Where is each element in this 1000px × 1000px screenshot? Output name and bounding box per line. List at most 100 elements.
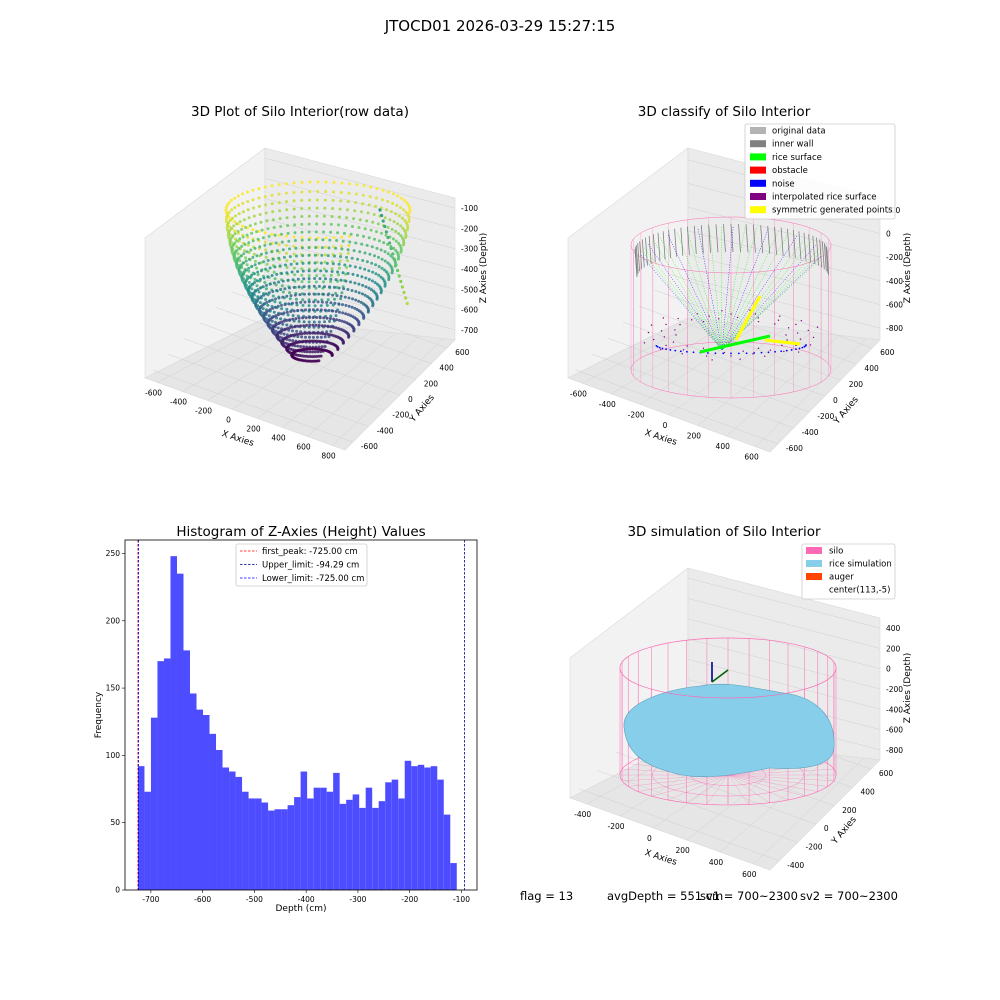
x-tick-label: 200: [676, 846, 691, 855]
raw-scatter-point: [323, 260, 327, 264]
raw-scatter-point: [289, 310, 293, 313]
inner-wall-point: [730, 223, 734, 253]
raw-scatter-point: [304, 316, 308, 320]
raw-scatter-point: [255, 284, 259, 288]
y-tick-label: 600: [455, 348, 470, 357]
interpolated-point: [799, 338, 802, 340]
inner-wall-point: [680, 227, 684, 256]
raw-scatter-point: [247, 241, 251, 245]
raw-scatter-point: [298, 332, 301, 336]
raw-scatter-point: [396, 257, 400, 261]
raw-scatter-point: [255, 266, 259, 270]
raw-scatter-point: [307, 300, 311, 304]
z-tick-label: -100: [461, 204, 478, 213]
raw-scatter-point: [225, 226, 229, 229]
raw-scatter-point: [308, 339, 312, 343]
raw-scatter-point: [339, 278, 343, 282]
raw-scatter-point: [407, 220, 411, 224]
rice-surface-ray: [721, 228, 757, 351]
raw-scatter-point: [351, 272, 355, 276]
raw-scatter-point: [295, 329, 299, 333]
raw-scatter-point: [341, 239, 345, 243]
x-tick-label: 200: [687, 432, 702, 441]
raw-scatter-point: [388, 241, 392, 245]
raw-scatter-point: [300, 230, 304, 234]
raw-scatter-point: [311, 316, 315, 319]
raw-scatter-point: [273, 265, 277, 269]
raw-scatter-point: [241, 235, 245, 239]
raw-scatter-point: [322, 222, 326, 226]
x-tick-label: -700: [142, 895, 159, 904]
raw-scatter-point: [303, 350, 307, 354]
raw-scatter-point: [307, 284, 311, 288]
classify-xlabel: X Axies: [643, 428, 678, 448]
raw-scatter-point: [360, 210, 363, 214]
raw-scatter-point: [277, 233, 281, 237]
legend-label: silo: [829, 547, 843, 557]
histogram-bar: [411, 766, 418, 890]
raw-scatter-point: [324, 245, 328, 249]
raw-scatter-point: [396, 194, 400, 198]
raw-scatter-point: [337, 286, 341, 290]
raw-scatter-point: [357, 323, 361, 327]
raw-scatter-point: [278, 264, 282, 268]
x-tick-label: -200: [628, 410, 645, 419]
x-tick-label: -200: [195, 407, 212, 416]
inner-wall-point: [639, 241, 643, 270]
raw-scatter-point: [362, 314, 366, 318]
raw-scatter-point: [380, 266, 384, 270]
raw-scatter-point: [233, 229, 237, 233]
raw-scatter-point: [252, 214, 256, 218]
raw-scatter-point: [331, 309, 335, 313]
raw-scatter-point: [373, 254, 376, 258]
raw-scatter-point: [315, 274, 319, 278]
raw-scatter-point: [311, 331, 315, 335]
rice-surface-ray: [697, 228, 723, 351]
raw-scatter-point: [270, 274, 274, 277]
raw-scatter-point: [294, 297, 298, 301]
interpolated-point: [752, 353, 754, 355]
raw-scatter-point: [334, 291, 338, 295]
raw-scatter-point: [332, 180, 336, 184]
raw-scatter-point: [253, 281, 257, 284]
raw-scatter-point: [244, 225, 248, 229]
raw-scatter-point: [280, 307, 284, 311]
rice-surface-ray: [721, 226, 734, 351]
raw-scatter-point: [328, 285, 331, 289]
raw-scatter-point: [316, 350, 320, 354]
raw-scatter-point: [259, 295, 263, 299]
raw-scatter-point: [300, 222, 304, 226]
raw-scatter-point: [275, 316, 279, 320]
inner-wall-point: [767, 225, 771, 254]
x-tick-label: 200: [246, 425, 261, 434]
histogram-legend: first_peak: -725.00 cm Upper_limit: -94.2…: [235, 543, 368, 587]
raw-scatter-point: [339, 252, 343, 256]
legend-box: [801, 543, 896, 600]
legend-swatch: [806, 547, 822, 554]
inner-wall-point: [635, 245, 639, 274]
raw-scatter-point: [258, 301, 262, 305]
raw-scatter-point: [394, 239, 398, 243]
raw-scatter-point: [392, 257, 396, 262]
raw-scatter-point: [348, 240, 352, 244]
raw-scatter-point: [336, 231, 340, 235]
raw-scatter-point: [327, 246, 331, 250]
raw-scatter-point: [308, 355, 312, 358]
raw-scatter-point: [307, 230, 311, 234]
legend-swatch: [750, 166, 766, 174]
z-tick-label: -800: [886, 324, 903, 333]
legend-label: first_peak: -725.00 cm: [262, 547, 358, 557]
raw-scatter-point: [330, 270, 334, 273]
raw-scatter-point: [324, 190, 328, 194]
y-tick-label: -200: [392, 411, 409, 420]
inner-wall-point: [780, 227, 784, 256]
z-tick-label: -400: [461, 265, 478, 274]
rice-surface-band: [699, 334, 771, 354]
panel-raw-3d: 3D Plot of Silo Interior(row data) -600-…: [144, 104, 489, 461]
raw-scatter-point: [341, 311, 345, 315]
raw-scatter-point: [283, 303, 287, 307]
raw-scatter-point: [339, 297, 343, 301]
classify-legend: original data inner wall rice surface obsta…: [744, 123, 896, 220]
raw-scatter-point: [328, 319, 331, 323]
raw-scatter-point: [383, 281, 387, 284]
